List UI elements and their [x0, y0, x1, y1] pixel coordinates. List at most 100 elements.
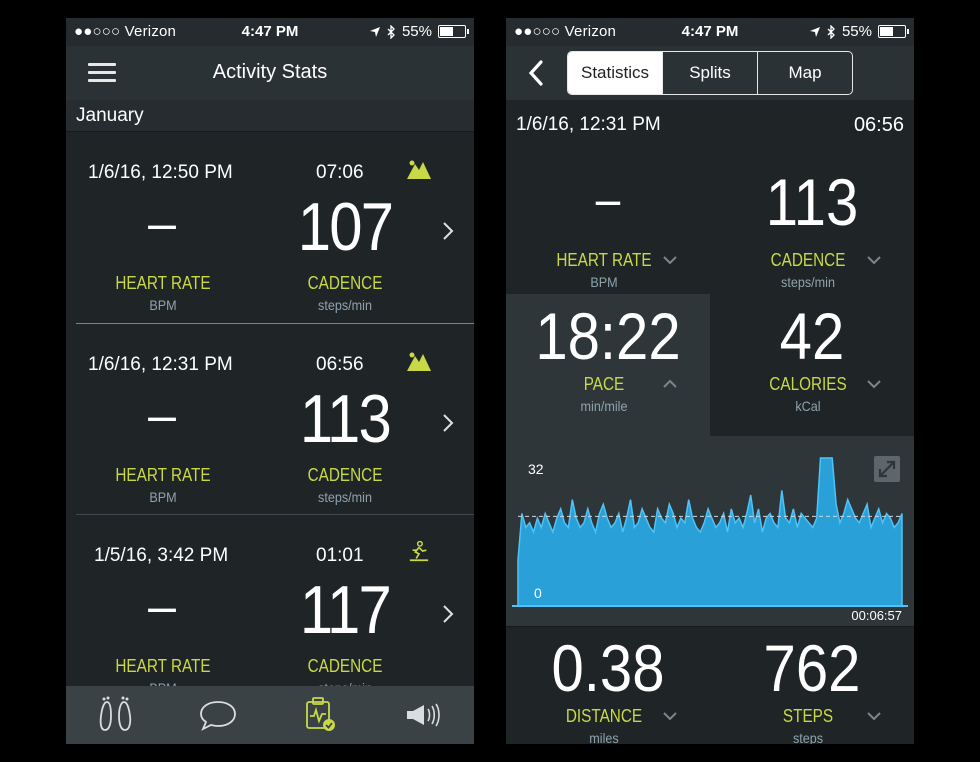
- heart-rate-label: HEART RATE: [556, 250, 652, 270]
- workout-date: 1/6/16, 12:31 PM: [516, 114, 661, 135]
- battery-percent: 55%: [841, 23, 872, 40]
- heart-rate-unit: BPM: [149, 297, 177, 313]
- calories-unit: kCal: [795, 398, 821, 414]
- steps-label: STEPS: [782, 706, 834, 726]
- chevron-right-icon: [443, 414, 454, 432]
- cadence-value: 107: [297, 189, 394, 265]
- tab-bar: [66, 686, 474, 744]
- chevron-right-icon: [443, 605, 454, 623]
- cadence-unit: steps/min: [318, 297, 372, 313]
- status-bar: ●●○○○ Verizon 4:47 PM 55%: [506, 18, 914, 46]
- heart-rate-unit: BPM: [590, 274, 618, 290]
- calories-label: CALORIES: [769, 374, 847, 394]
- location-arrow-icon: [809, 26, 820, 37]
- row-divider: [76, 514, 474, 515]
- segment-map[interactable]: Map: [757, 52, 852, 94]
- pace-area-chart: 32 0 00:06:57: [512, 457, 908, 623]
- workout-duration: 06:56: [853, 114, 904, 136]
- heart-rate-value: –: [148, 387, 176, 443]
- heart-rate-tile[interactable]: – HEART RATE BPM: [506, 150, 710, 292]
- cadence-value: 117: [299, 572, 392, 648]
- steps-unit: steps: [792, 730, 824, 744]
- clock: 4:47 PM: [241, 23, 299, 40]
- steps-tile[interactable]: 762 STEPS steps: [710, 628, 914, 744]
- heart-rate-label: HEART RATE: [115, 465, 211, 485]
- workout-duration: 06:56: [316, 354, 364, 375]
- chevron-down-icon: [867, 256, 881, 265]
- bluetooth-icon: [387, 24, 395, 39]
- pace-unit: min/mile: [580, 398, 628, 414]
- calories-tile[interactable]: 42 CALORIES kCal: [710, 294, 914, 436]
- workout-date: 1/6/16, 12:31 PM: [88, 354, 233, 375]
- heart-rate-label: HEART RATE: [115, 656, 211, 676]
- page-title: Activity Stats: [212, 61, 328, 83]
- chevron-down-icon: [867, 380, 881, 389]
- workout-duration: 07:06: [316, 162, 364, 183]
- clock: 4:47 PM: [681, 23, 739, 40]
- footprints-icon[interactable]: [96, 696, 136, 734]
- pace-tile[interactable]: 18:22 PACE min/mile: [506, 294, 710, 436]
- heart-rate-value: –: [148, 195, 176, 251]
- bottom-metrics: [506, 626, 914, 744]
- bluetooth-icon: [827, 24, 835, 39]
- workout-detail-screen: ●●○○○ Verizon 4:47 PM 55% Statistics Spl…: [506, 18, 914, 744]
- pace-label: PACE: [583, 374, 625, 394]
- calories-value: 42: [779, 299, 845, 373]
- workout-row[interactable]: 1/5/16, 3:42 PM 01:01 – 117 HEART RATE C…: [66, 525, 474, 715]
- cadence-unit: steps/min: [318, 489, 372, 505]
- view-segmented-control: Statistics Splits Map: [567, 51, 853, 95]
- distance-label: DISTANCE: [565, 706, 643, 726]
- activity-stats-icon[interactable]: [300, 696, 340, 734]
- nav-bar: Statistics Splits Map: [506, 46, 914, 100]
- cadence-unit: steps/min: [781, 274, 835, 290]
- chat-bubble-icon[interactable]: [198, 696, 238, 734]
- chevron-up-icon: [663, 379, 677, 388]
- chevron-right-icon: [443, 222, 454, 240]
- battery-percent: 55%: [401, 23, 432, 40]
- distance-tile[interactable]: 0.38 DISTANCE miles: [506, 628, 710, 744]
- workout-row[interactable]: 1/6/16, 12:31 PM 06:56 – 113 HEART RATE …: [66, 334, 474, 524]
- carrier-label: ●●○○○ Verizon: [514, 23, 617, 40]
- steps-value: 762: [763, 631, 861, 705]
- cadence-label: CADENCE: [307, 656, 383, 676]
- trail-run-icon: [407, 160, 431, 179]
- megaphone-icon[interactable]: [402, 696, 442, 734]
- chevron-down-icon: [663, 256, 677, 265]
- battery-icon: [878, 25, 909, 38]
- chevron-down-icon: [867, 712, 881, 721]
- month-section-header: January: [66, 100, 474, 132]
- heart-rate-value: –: [595, 171, 621, 227]
- cadence-value: 113: [765, 165, 859, 239]
- segment-statistics[interactable]: Statistics: [568, 52, 662, 94]
- carrier-label: ●●○○○ Verizon: [74, 23, 177, 40]
- chevron-down-icon: [663, 712, 677, 721]
- segment-splits[interactable]: Splits: [662, 52, 757, 94]
- y-max-label: 32: [528, 461, 544, 477]
- workout-row[interactable]: 1/6/16, 12:50 PM 07:06 – 107 HEART RATE …: [66, 142, 474, 332]
- row-divider: [76, 323, 474, 324]
- pace-area-series: [517, 457, 903, 607]
- status-bar: ●●○○○ Verizon 4:47 PM 55%: [66, 18, 474, 46]
- workout-date: 1/5/16, 3:42 PM: [94, 545, 229, 566]
- heart-rate-value: –: [148, 578, 176, 634]
- distance-value: 0.38: [551, 631, 665, 705]
- cadence-tile[interactable]: 113 CADENCE steps/min: [710, 150, 914, 292]
- trail-run-icon: [407, 352, 431, 371]
- battery-icon: [438, 25, 469, 38]
- nav-bar: Activity Stats: [66, 46, 474, 100]
- back-chevron-icon[interactable]: [526, 58, 546, 88]
- distance-unit: miles: [589, 730, 619, 744]
- pace-value: 18:22: [535, 299, 681, 373]
- x-end-label: 00:06:57: [851, 608, 902, 623]
- pace-chart[interactable]: 32 0 00:06:57: [506, 436, 914, 626]
- heart-rate-label: HEART RATE: [115, 273, 211, 293]
- hamburger-menu-icon[interactable]: [88, 62, 116, 84]
- cadence-label: CADENCE: [770, 250, 846, 270]
- activity-list-screen: ●●○○○ Verizon 4:47 PM 55% Activity Stats…: [66, 18, 474, 744]
- cadence-label: CADENCE: [307, 273, 383, 293]
- workout-header: 1/6/16, 12:31 PM 06:56: [506, 100, 914, 150]
- y-min-label: 0: [534, 585, 542, 601]
- cadence-label: CADENCE: [307, 465, 383, 485]
- expand-icon[interactable]: [874, 456, 900, 482]
- treadmill-run-icon: [409, 541, 429, 562]
